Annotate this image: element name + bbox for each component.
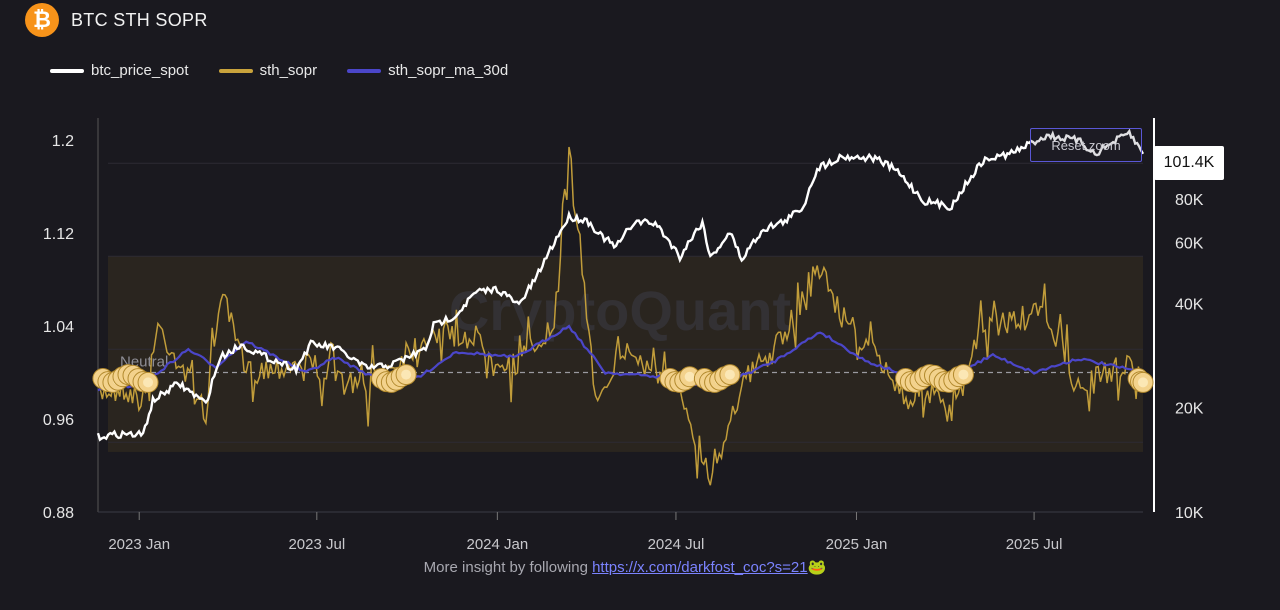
legend: btc_price_spot sth_sopr sth_sopr_ma_30d [50, 62, 538, 79]
coin-marker-inner [143, 377, 154, 388]
legend-item-sth-sopr[interactable]: sth_sopr [218, 62, 318, 79]
y-left-tick-label: 1.12 [43, 226, 74, 243]
y-right-tick-label: 10K [1175, 505, 1204, 522]
legend-label: sth_sopr_ma_30d [388, 62, 509, 79]
reset-zoom-button[interactable]: Reset zoom [1030, 128, 1142, 162]
coin-marker-inner [401, 369, 412, 380]
footer-text: More insight by following [423, 559, 593, 576]
footer-link[interactable]: https://x.com/darkfost_coc?s=21 [592, 559, 808, 576]
y-left-tick-label: 1.04 [43, 319, 74, 336]
legend-label: sth_sopr [259, 62, 318, 79]
btc-price-line[interactable] [96, 128, 1145, 442]
x-tick-label: 2023 Jul [288, 536, 345, 553]
current-price-tag: 101.4K [1154, 146, 1224, 180]
legend-item-btc-price[interactable]: btc_price_spot [50, 62, 189, 79]
coin-marker-inner [1138, 377, 1148, 388]
chart-title: BTC STH SOPR [71, 9, 208, 30]
legend-swatch [347, 68, 382, 73]
bitcoin-icon: ₿ [25, 3, 59, 37]
sth-sopr-ma-30d-line[interactable] [97, 324, 1144, 392]
x-tick-label: 2025 Jan [826, 536, 888, 553]
coin-marker-inner [958, 369, 969, 380]
chart-header: ₿ BTC STH SOPR [25, 3, 208, 37]
x-tick-label: 2025 Jul [1006, 536, 1063, 553]
coin-marker-inner [684, 371, 695, 382]
x-tick-label: 2023 Jan [108, 536, 170, 553]
x-tick-label: 2024 Jan [466, 536, 528, 553]
legend-swatch [218, 68, 253, 73]
footer-note: More insight by following https://x.com/… [0, 558, 1250, 576]
y-left-tick-label: 0.88 [43, 505, 74, 522]
frog-icon: 🐸 [807, 559, 827, 576]
y-left-tick-label: 0.96 [43, 412, 74, 429]
coin-marker-inner [724, 369, 735, 380]
x-tick-label: 2024 Jul [648, 536, 705, 553]
y-right-tick-label: 80K [1175, 192, 1204, 209]
legend-label: btc_price_spot [91, 62, 189, 79]
y-left-tick-label: 1.2 [52, 133, 74, 150]
y-right-tick-label: 60K [1175, 235, 1204, 252]
legend-item-sth-sopr-ma-30d[interactable]: sth_sopr_ma_30d [347, 62, 508, 79]
y-right-tick-label: 20K [1175, 401, 1204, 418]
legend-swatch [50, 68, 84, 73]
y-right-tick-label: 40K [1175, 296, 1204, 313]
watermark: CryptoQuant [449, 279, 791, 342]
